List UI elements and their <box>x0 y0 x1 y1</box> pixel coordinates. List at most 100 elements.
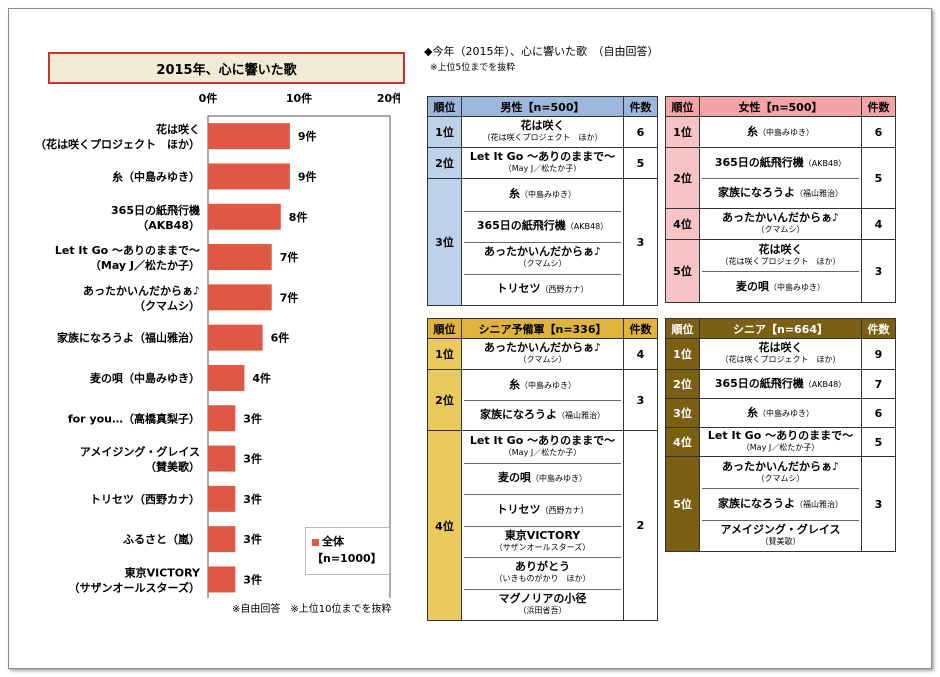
table-row: 3位 糸（中島みゆき） 6 <box>665 398 896 428</box>
song-entry: 糸（中島みゆき） <box>702 399 859 427</box>
rank-cell: 5位 <box>665 239 700 303</box>
song-title-text: 東京VICTORY <box>504 528 581 542</box>
table-row: 1位 花は咲く （花は咲くプロジェクト ほか） 6 <box>427 116 658 148</box>
count-cell: 4 <box>861 208 896 240</box>
song-artist: （AKB48） <box>803 379 847 389</box>
song-artist: （浜田省吾） <box>518 605 567 615</box>
right-note: ※上位5位までを抜粋 <box>430 63 516 73</box>
rank-header: 順位 <box>427 318 462 339</box>
table-row: 5位 あったかいんだからぁ♪ （クマムシ） 家族になろうよ（福山雅治） アメイジング・グ… <box>665 456 896 552</box>
count-cell: 6 <box>861 116 896 148</box>
song-entry: マグノリアの小径 （浜田省吾） <box>464 588 621 621</box>
category-label: 365日の紙飛行機 <box>111 203 200 217</box>
song-title: マグノリアの小径 <box>498 591 587 605</box>
category-label: 糸（中島みゆき） <box>112 169 200 183</box>
category-label-sub: （May J／松たか子） <box>90 258 200 272</box>
bar-value-label: 8件 <box>289 210 308 224</box>
song-entry: ありがとう （いきものがかり ほか） <box>464 557 621 589</box>
song-title: 花は咲く <box>759 342 803 354</box>
song-title-text: 365日の紙飛行機 <box>714 155 804 169</box>
song-title: Let It Go ～ありのままで～ <box>470 151 615 163</box>
song-entry: トリセツ（西野カナ） <box>464 494 621 526</box>
bar-value-label: 3件 <box>243 492 262 506</box>
song-artist: （福山雅治） <box>557 411 605 420</box>
song-artist: （花は咲くプロジェクト ほか） <box>720 256 841 266</box>
count-cell: 3 <box>861 456 896 552</box>
rank-cell: 4位 <box>427 430 462 621</box>
bar <box>208 485 236 512</box>
song-title: アメイジング・グレイス <box>720 523 840 536</box>
x-tick-label: 20件 <box>377 91 400 105</box>
rank-cell: 4位 <box>665 427 700 457</box>
table-header-row: 順位 男性【n=500】 件数 <box>427 96 658 117</box>
rank-header: 順位 <box>427 96 462 117</box>
song-title-text: 麦の唄 <box>498 471 531 485</box>
song-entry: アメイジング・グレイス （賛美歌） <box>702 519 859 551</box>
song-title: 365日の紙飛行機（AKB48） <box>477 220 608 233</box>
song-artist: （May J／松たか子） <box>503 447 582 457</box>
song-title: 家族になろうよ（福山雅治） <box>718 497 843 511</box>
bar <box>208 324 263 351</box>
song-artist: （中島みゆき） <box>758 127 814 137</box>
song-title-text: 365日の紙飛行機 <box>714 376 804 390</box>
count-cell: 4 <box>623 338 658 370</box>
bar-value-label: 9件 <box>298 169 317 183</box>
count-cell: 6 <box>623 116 658 148</box>
song-title-text: 家族になろうよ <box>718 186 795 199</box>
song-title: ありがとう <box>515 561 570 573</box>
bar <box>208 526 236 553</box>
song-artist: （花は咲くプロジェクト ほか） <box>482 133 603 142</box>
songs-cell: 糸（中島みゆき） 365日の紙飛行機（AKB48） あったかいんだからぁ♪ （クマムシ… <box>461 178 624 306</box>
category-label: Let It Go ～ありのままで～ <box>55 244 200 257</box>
songs-cell: あったかいんだからぁ♪ （クマムシ） <box>461 338 624 370</box>
bar <box>208 163 290 190</box>
song-entry: 365日の紙飛行機（AKB48） <box>464 210 621 243</box>
songs-cell: 糸（中島みゆき） 家族になろうよ（福山雅治） <box>461 369 624 431</box>
rank-cell: 1位 <box>665 338 700 370</box>
table-row: 4位 Let It Go ～ありのままで～ （May J／松たか子） 麦の唄（中島みゆ… <box>427 430 658 621</box>
song-entry: 家族になろうよ（福山雅治） <box>702 488 859 519</box>
rank-cell: 2位 <box>665 369 700 399</box>
table-row: 1位 糸（中島みゆき） 6 <box>665 116 896 148</box>
song-entry: 糸（中島みゆき） <box>464 370 621 400</box>
song-entry: 365日の紙飛行機（AKB48） <box>702 148 859 178</box>
chart-title: 2015年、心に響いた歌 <box>48 52 405 84</box>
table-senior: 順位 シニア【n=664】 件数 1位 花は咲く （花は咲くプロジェクト ほか） 9 2位 36… <box>665 318 896 552</box>
count-cell: 6 <box>861 398 896 428</box>
song-artist: （賛美歌） <box>760 536 801 546</box>
song-entry: 麦の唄（中島みゆき） <box>464 462 621 495</box>
song-artist: （中島みゆき） <box>758 408 814 418</box>
song-title-text: マグノリアの小径 <box>498 591 587 605</box>
song-title-text: トリセツ <box>496 282 541 296</box>
rank-header: 順位 <box>665 318 700 339</box>
song-artist: （いきものがかり ほか） <box>494 574 591 584</box>
songs-cell: Let It Go ～ありのままで～ （May J／松たか子） <box>461 147 624 179</box>
song-entry: トリセツ（西野カナ） <box>464 273 621 306</box>
rank-cell: 2位 <box>427 147 462 179</box>
song-entry: 東京VICTORY （サザンオールスターズ） <box>464 525 621 558</box>
song-title: 家族になろうよ（福山雅治） <box>480 409 605 422</box>
songs-cell: 365日の紙飛行機（AKB48） 家族になろうよ（福山雅治） <box>699 147 862 209</box>
song-title-text: Let It Go ～ありのままで～ <box>469 433 616 447</box>
song-artist: （クマムシ） <box>756 473 805 483</box>
songs-cell: あったかいんだからぁ♪ （クマムシ） 家族になろうよ（福山雅治） アメイジング・グレイ… <box>699 456 862 552</box>
song-entry: Let It Go ～ありのままで～ （May J／松たか子） <box>464 148 621 178</box>
song-title-text: 糸 <box>747 124 758 138</box>
bar <box>208 364 245 391</box>
category-label-sub: （AKB48） <box>137 219 200 232</box>
category-label-sub: （賛美歌） <box>145 460 200 474</box>
songs-cell: 糸（中島みゆき） <box>699 398 862 428</box>
song-title-text: ありがとう <box>515 560 570 574</box>
song-artist: （クマムシ） <box>518 259 567 269</box>
table-row: 5位 花は咲く （花は咲くプロジェクト ほか） 麦の唄（中島みゆき） 3 <box>665 239 896 303</box>
bar-value-label: 3件 <box>243 452 262 466</box>
category-label-sub: （サザンオールスターズ） <box>69 580 200 594</box>
song-title-text: Let It Go ～ありのままで～ <box>707 429 854 442</box>
table-row: 2位 365日の紙飛行機（AKB48） 家族になろうよ（福山雅治） 5 <box>665 147 896 209</box>
count-header: 件数 <box>861 96 896 117</box>
table-row: 2位 365日の紙飛行機（AKB48） 7 <box>665 369 896 399</box>
song-title: 花は咲く <box>759 243 803 256</box>
bar-value-label: 6件 <box>271 331 290 345</box>
song-title: あったかいんだからぁ♪ <box>484 246 601 258</box>
legend-swatch <box>312 538 319 546</box>
